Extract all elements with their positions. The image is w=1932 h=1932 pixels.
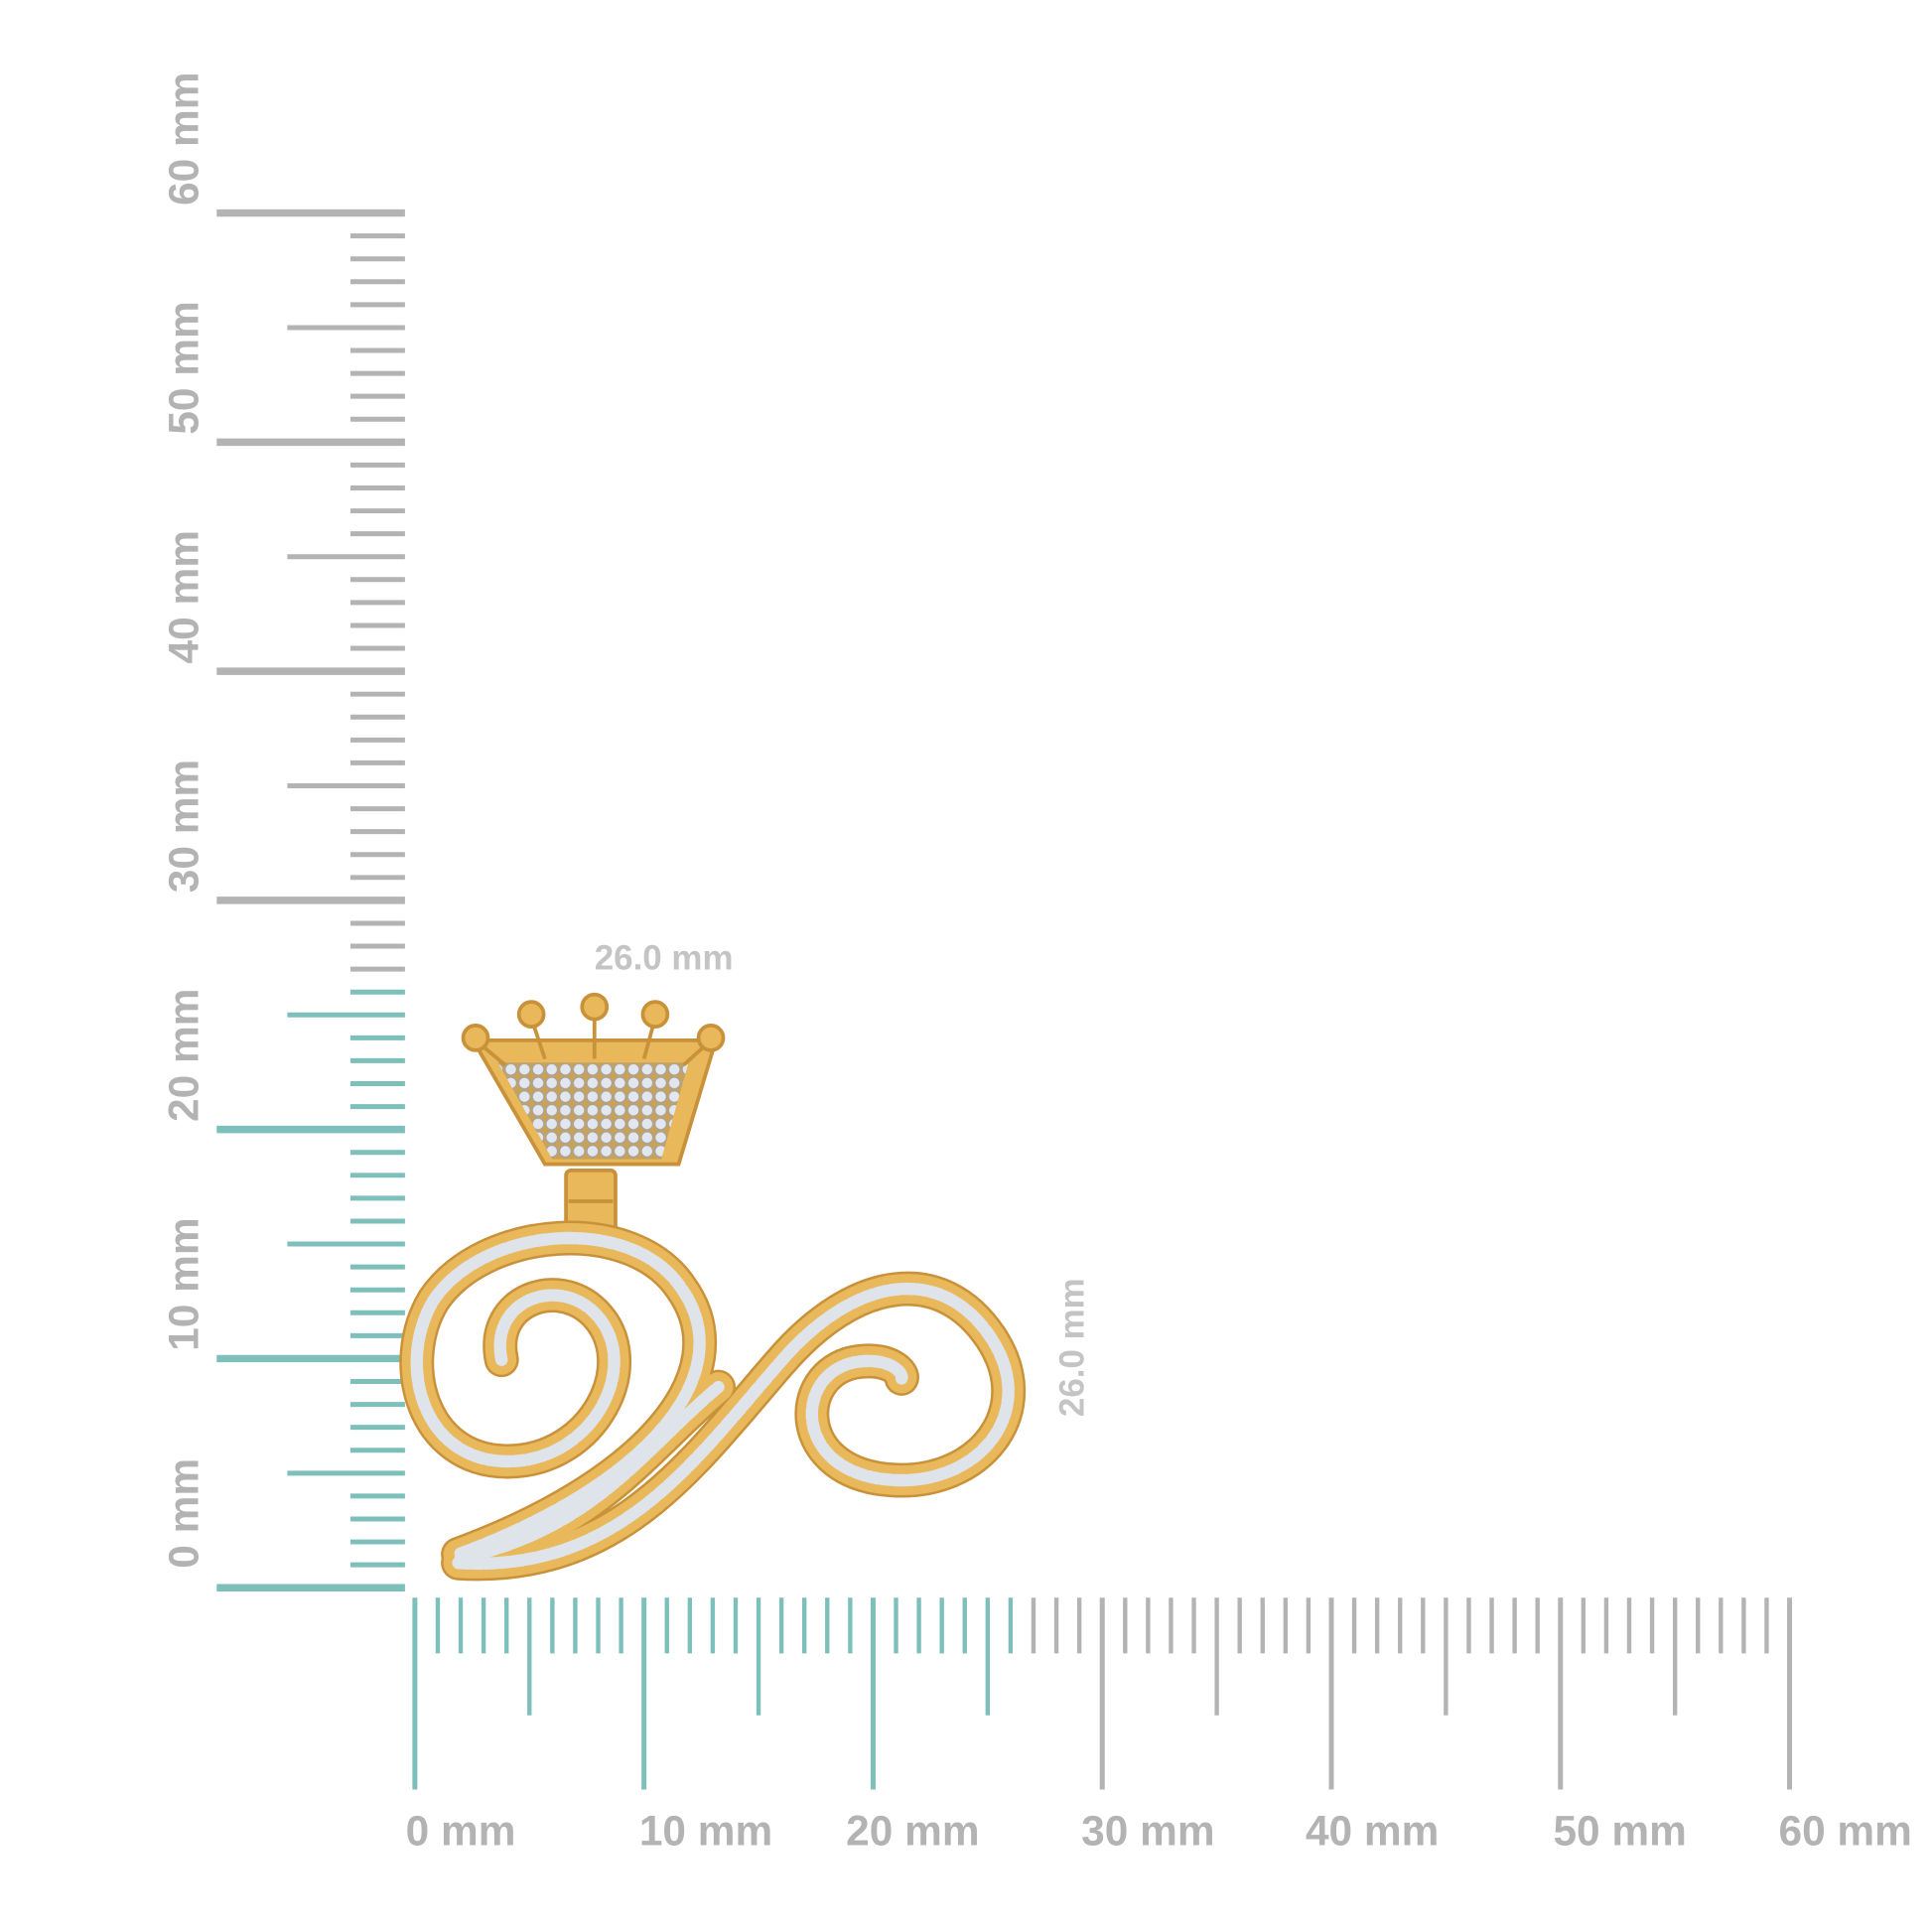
vertical-ruler-label: 20 mm <box>161 989 207 1122</box>
horizontal-ruler-label: 0 mm <box>406 1808 516 1855</box>
vertical-ruler-labels: 0 mm 10 mm 20 mm 30 mm 40 mm 50 mm 60 mm <box>161 72 207 1569</box>
vertical-ruler-label: 0 mm <box>161 1458 207 1569</box>
horizontal-ruler-label: 10 mm <box>639 1808 772 1855</box>
horizontal-ruler-label: 50 mm <box>1553 1808 1686 1855</box>
height-dimension-label: 26.0 mm <box>1053 1278 1092 1417</box>
horizontal-ruler-label: 20 mm <box>846 1808 979 1855</box>
vertical-ruler-label: 50 mm <box>161 301 207 434</box>
horizontal-ruler-labels: 0 mm 10 mm 20 mm 30 mm 40 mm 50 mm 60 mm <box>406 1808 1912 1855</box>
vertical-ruler <box>216 208 405 1591</box>
width-dimension-label: 26.0 mm <box>595 939 734 978</box>
horizontal-ruler-label: 40 mm <box>1306 1808 1439 1855</box>
horizontal-ruler-label: 60 mm <box>1778 1808 1911 1855</box>
horizontal-ruler-label: 30 mm <box>1081 1808 1214 1855</box>
vertical-ruler-label: 30 mm <box>161 759 207 893</box>
horizontal-ruler <box>412 1597 1793 1790</box>
swirl-letter <box>399 1220 1027 1582</box>
vertical-ruler-label: 10 mm <box>161 1217 207 1350</box>
vertical-ruler-label: 60 mm <box>161 72 207 206</box>
pendant-image <box>399 992 1027 1582</box>
vertical-ruler-label: 40 mm <box>161 530 207 663</box>
crown <box>461 992 726 1167</box>
